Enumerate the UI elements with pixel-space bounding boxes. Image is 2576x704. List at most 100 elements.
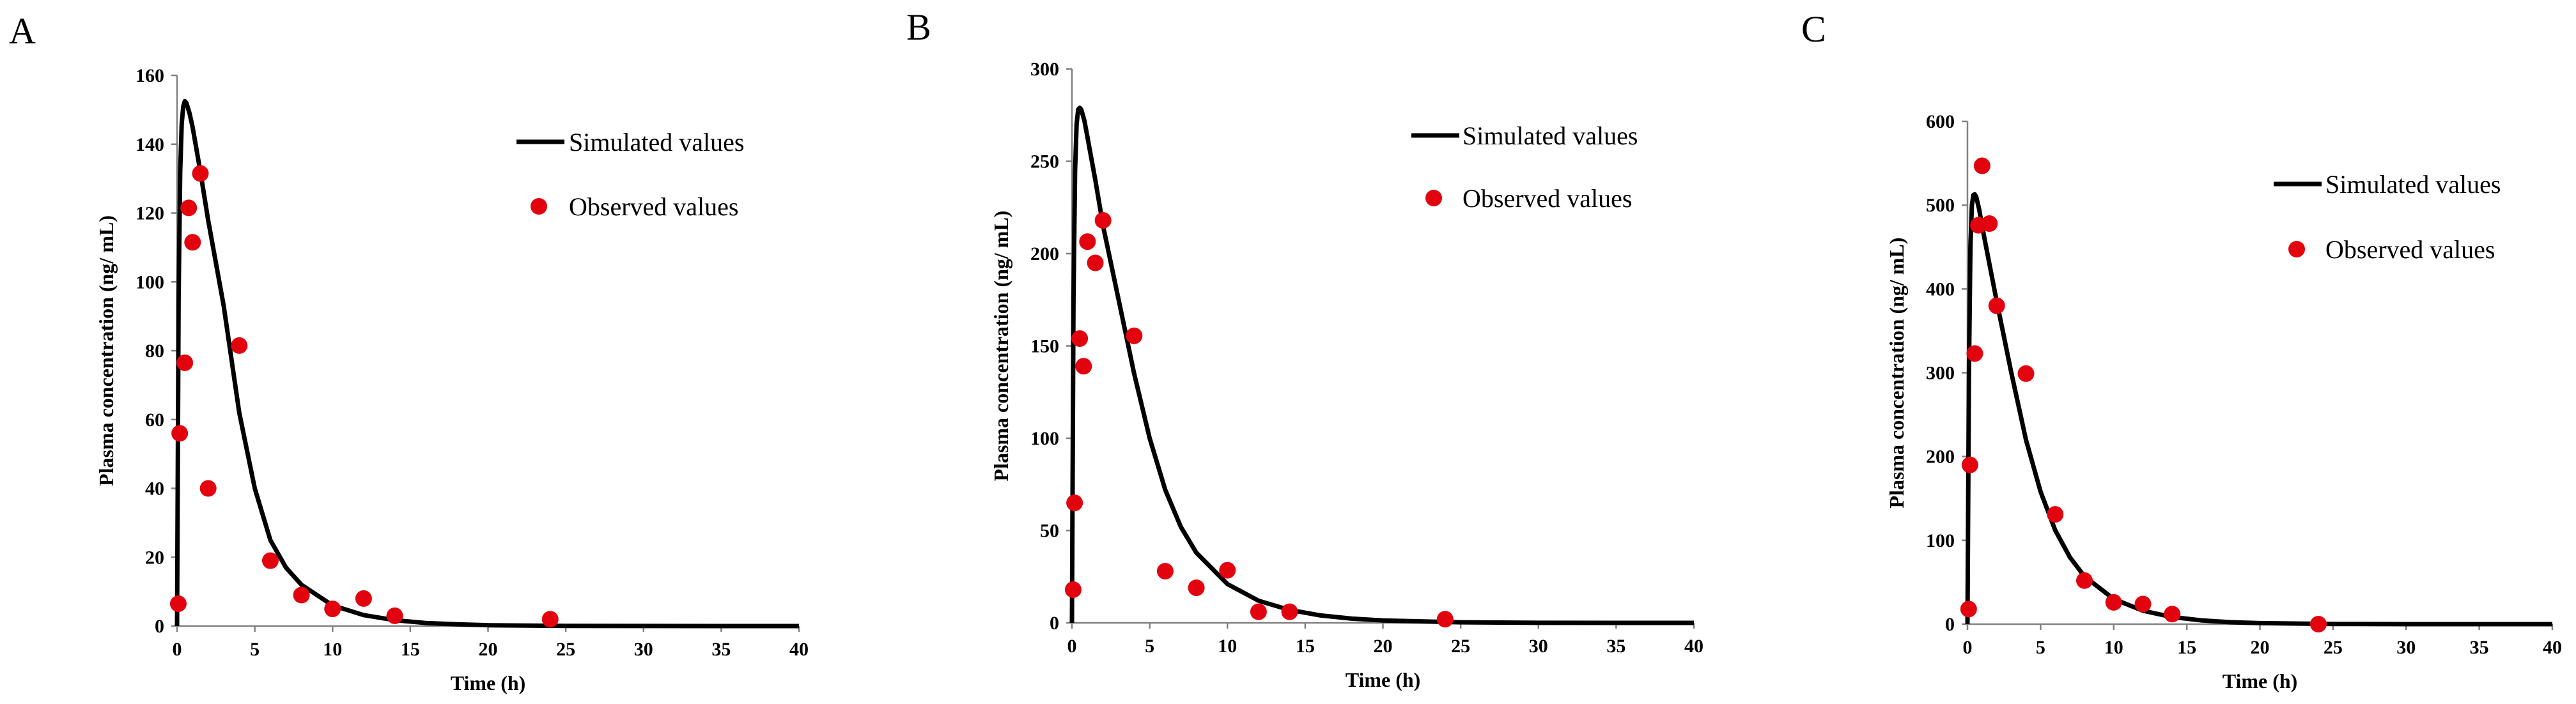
chart-panel-c: C 0 100 200 300 400 500 600 0 5 10 15 20 25 30 35 40 Time…	[1801, 8, 2562, 693]
observed-data-point	[199, 480, 217, 497]
observed-data-point	[1219, 562, 1236, 579]
legend: Simulated values Observed values	[1411, 121, 1638, 213]
x-axis-title: Time (h)	[2223, 670, 2298, 693]
observed-data-point	[1156, 563, 1174, 580]
observed-data-point	[184, 234, 201, 251]
y-tick-label: 100	[136, 272, 164, 293]
y-tick-label: 250	[1030, 151, 1059, 172]
observed-data-point	[1961, 456, 1978, 473]
observed-data-point	[180, 199, 198, 217]
y-tick-label: 300	[1926, 363, 1955, 384]
legend-observed-label: Observed values	[2325, 235, 2495, 264]
x-tick-label: 30	[2396, 637, 2416, 658]
x-tick-label: 5	[2036, 637, 2045, 658]
y-tick-label: 120	[136, 203, 164, 224]
x-tick-label: 20	[479, 639, 498, 660]
x-tick-label: 35	[1606, 636, 1626, 657]
chart-panel-a: A 0 20 40 60 80 100 120 140 160 0 5 10 15 20 25 30 35 40 Ti…	[9, 10, 809, 694]
y-tick-label: 100	[1030, 428, 1059, 449]
y-tick-label: 0	[1050, 613, 1059, 634]
x-tick-label: 20	[2251, 637, 2270, 658]
observed-data-point	[176, 354, 194, 371]
observed-data-point	[261, 552, 279, 569]
panel-letter: A	[9, 10, 36, 52]
simulated-series-line	[1069, 105, 1694, 625]
observed-data-point	[1250, 603, 1267, 620]
y-axis-title: Plasma concentration (ng/ mL)	[989, 211, 1013, 482]
legend-simulated-label: Simulated values	[1463, 121, 1638, 150]
legend-observed-label: Observed values	[1463, 184, 1632, 213]
x-tick-label: 35	[2470, 637, 2489, 658]
y-tick-label: 140	[136, 134, 164, 155]
observed-data-point	[192, 165, 209, 182]
x-tick-label: 10	[323, 639, 342, 660]
y-tick-label: 20	[145, 547, 164, 568]
legend-observed-swatch	[531, 198, 547, 215]
panel-letter: B	[906, 6, 931, 48]
simulated-series-line	[1965, 192, 2552, 627]
x-axis-title: Time (h)	[451, 671, 526, 694]
x-tick-label: 10	[1218, 636, 1237, 657]
observed-data-point	[2134, 595, 2152, 613]
x-tick-label: 40	[1684, 636, 1703, 657]
x-tick-label: 25	[2324, 637, 2343, 658]
observed-data-point	[386, 607, 403, 624]
legend-observed-swatch	[2288, 241, 2305, 257]
x-tick-label: 30	[634, 639, 653, 660]
y-axis-title: Plasma concentration (ng/ mL)	[95, 215, 118, 486]
x-tick-label: 0	[173, 639, 182, 660]
observed-data-point	[231, 337, 248, 354]
y-tick-label: 160	[136, 65, 164, 86]
observed-data-point	[2047, 506, 2064, 523]
x-axis-title: Time (h)	[1346, 668, 1421, 691]
y-tick-label: 300	[1030, 59, 1059, 80]
observed-data-point	[1071, 330, 1089, 347]
x-tick-label: 5	[1145, 636, 1154, 657]
observed-data-point	[541, 611, 559, 628]
y-tick-label: 80	[145, 341, 164, 362]
y-tick-label: 0	[1945, 614, 1955, 635]
observed-data-point	[2164, 606, 2181, 623]
y-tick-label: 200	[1030, 243, 1059, 264]
y-tick-label: 100	[1926, 530, 1955, 551]
y-tick-label: 150	[1030, 336, 1059, 357]
observed-data-point	[1079, 233, 1096, 250]
observed-data-point	[1960, 601, 1977, 618]
observed-data-point	[355, 590, 372, 607]
x-tick-label: 35	[711, 639, 731, 660]
y-tick-label: 60	[145, 409, 164, 431]
x-tick-label: 15	[2177, 637, 2196, 658]
x-tick-label: 40	[2543, 637, 2562, 658]
observed-data-point	[1087, 254, 1104, 272]
x-tick-label: 15	[401, 639, 420, 660]
x-tick-label: 25	[1451, 636, 1470, 657]
y-tick-label: 600	[1926, 111, 1955, 132]
observed-data-point	[1126, 327, 1143, 344]
observed-data-point	[171, 425, 189, 442]
y-axis-title: Plasma concentration (ng/ mL)	[1885, 238, 1908, 509]
observed-data-point	[1094, 211, 1112, 229]
observed-data-point	[2076, 572, 2093, 589]
y-tick-label: 400	[1926, 279, 1955, 300]
y-tick-label: 500	[1926, 195, 1955, 216]
x-tick-label: 25	[556, 639, 575, 660]
y-tick-label: 40	[145, 478, 164, 500]
chart-panel-b: B 0 50 100 150 200 250 300 0 5 10 15 20 25 30 35 40 Time …	[906, 6, 1703, 691]
observed-data-point	[293, 586, 310, 604]
legend-simulated-label: Simulated values	[569, 128, 744, 157]
observed-data-point	[1075, 358, 1092, 375]
observed-data-point	[1988, 297, 2005, 314]
legend: Simulated values Observed values	[2274, 170, 2501, 264]
x-tick-label: 30	[1529, 636, 1548, 657]
legend-observed-label: Observed values	[569, 192, 738, 221]
y-tick-label: 50	[1040, 521, 1059, 542]
legend: Simulated values Observed values	[516, 128, 744, 221]
y-tick-label: 0	[155, 616, 164, 637]
panel-letter: C	[1801, 8, 1826, 50]
x-tick-label: 5	[250, 639, 260, 660]
observed-data-point	[2105, 593, 2122, 611]
observed-data-point	[1973, 157, 1990, 174]
observed-data-point	[1188, 579, 1205, 597]
x-tick-label: 0	[1067, 636, 1077, 657]
